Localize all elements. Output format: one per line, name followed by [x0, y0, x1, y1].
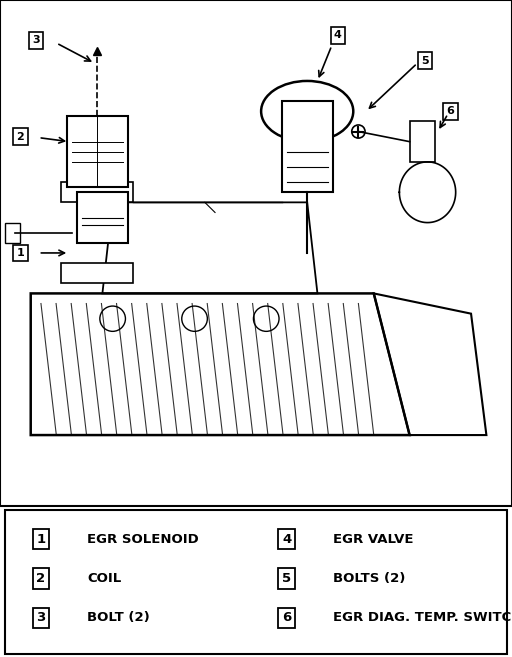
Bar	[67, 116, 128, 187]
Text: BOLT (2): BOLT (2)	[87, 611, 150, 624]
Circle shape	[253, 306, 279, 331]
Ellipse shape	[261, 81, 353, 142]
Text: 2: 2	[16, 131, 25, 142]
Bar	[282, 101, 333, 193]
Bar	[410, 122, 435, 162]
Text: EGR SOLENOID: EGR SOLENOID	[87, 533, 199, 545]
Text: 3: 3	[36, 611, 46, 624]
Text: 4: 4	[334, 30, 342, 41]
Text: 5: 5	[282, 572, 291, 585]
Bar	[5, 223, 20, 243]
Text: 5: 5	[421, 56, 429, 66]
Text: 6: 6	[282, 611, 291, 624]
Text: 1: 1	[36, 533, 46, 545]
Text: 6: 6	[446, 106, 455, 116]
Text: COIL: COIL	[87, 572, 121, 585]
Text: BOLTS (2): BOLTS (2)	[333, 572, 405, 585]
Circle shape	[352, 125, 365, 138]
Text: 2: 2	[36, 572, 46, 585]
Bar	[61, 263, 133, 283]
Text: EGR VALVE: EGR VALVE	[333, 533, 413, 545]
Circle shape	[182, 306, 207, 331]
Text: 1: 1	[16, 248, 25, 258]
Circle shape	[100, 306, 125, 331]
Text: 4: 4	[282, 533, 291, 545]
Bar	[77, 193, 128, 243]
Bar	[61, 182, 133, 202]
Text: 3: 3	[32, 35, 39, 45]
Text: EGR DIAG. TEMP. SWITCH: EGR DIAG. TEMP. SWITCH	[333, 611, 512, 624]
